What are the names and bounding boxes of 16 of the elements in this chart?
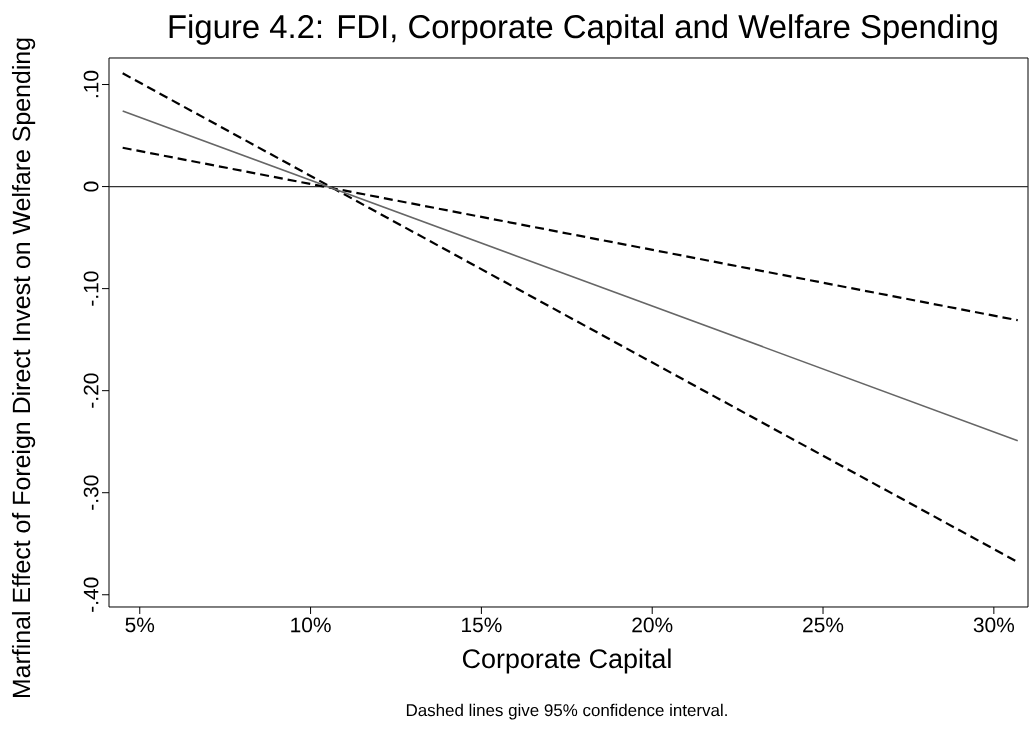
x-axis-title: Corporate Capital <box>462 648 671 674</box>
y-tick-label: -.40 <box>83 577 99 612</box>
x-tick-label: 10% <box>291 617 331 633</box>
chart-title: Figure 4.2: FDI, Corporate Capital and Welfare Spending <box>169 14 997 45</box>
x-tick-label: 5% <box>125 617 155 633</box>
y-tick-label: -.20 <box>83 373 99 408</box>
y-axis-title: Marfinal Effect of Foreign Direct Invest on Welfare Spending <box>11 38 36 698</box>
x-tick-label: 20% <box>632 617 673 633</box>
text: Dashed lines give 95% confidence interval. <box>406 703 727 720</box>
x-tick-label: 25% <box>803 617 844 633</box>
y-tick-label: -.30 <box>83 475 99 510</box>
y-tick-label: .10 <box>83 70 99 98</box>
y-tick-label: -.10 <box>83 271 99 306</box>
y-tick-label: 0 <box>83 181 99 192</box>
x-tick-label: 15% <box>462 617 502 633</box>
x-tick-label: 30% <box>973 617 1015 633</box>
